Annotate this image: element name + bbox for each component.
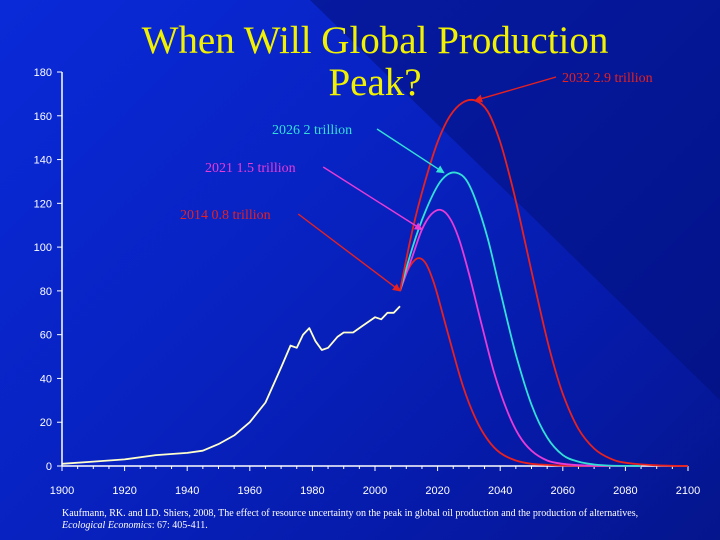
annotation-arrow bbox=[297, 213, 401, 292]
series-line-historical bbox=[61, 305, 401, 465]
citation-journal: Ecological Economics bbox=[62, 520, 152, 531]
x-tick-label: 2080 bbox=[613, 485, 637, 497]
x-tick-label: 2020 bbox=[425, 485, 449, 497]
annotations: 2014 0.8 trillion 2021 1.5 trillion 2026 2… bbox=[180, 71, 653, 292]
x-tick-label: 1940 bbox=[175, 485, 199, 497]
x-tick-label: 1960 bbox=[238, 485, 262, 497]
annotation-label: 2026 2 trillion bbox=[272, 123, 352, 138]
annotation-label: 2032 2.9 trillion bbox=[562, 71, 653, 86]
series-line-peak-2021 bbox=[399, 208, 642, 467]
y-tick-label: 140 bbox=[34, 155, 52, 167]
chart-title: When Will Global Production Peak? bbox=[141, 19, 609, 104]
annotation-arrow bbox=[376, 128, 445, 174]
citation: Kaufmann, RK. and LD. Shiers, 2008, The … bbox=[62, 508, 672, 532]
x-tick-label: 2000 bbox=[363, 485, 387, 497]
y-tick-label: 180 bbox=[34, 67, 52, 79]
series-line-peak-2032 bbox=[399, 98, 689, 467]
x-tick-label: 2060 bbox=[551, 485, 575, 497]
annotation-arrow bbox=[474, 76, 557, 103]
series-lines bbox=[61, 98, 689, 467]
citation-text: Kaufmann, RK. and LD. Shiers, 2008, The … bbox=[62, 508, 639, 519]
y-tick-label: 0 bbox=[46, 461, 52, 473]
citation-pages: : 67: 405-411. bbox=[151, 520, 208, 531]
y-tick-label: 120 bbox=[34, 198, 52, 210]
y-tick-label: 20 bbox=[40, 417, 52, 429]
y-tick-label: 40 bbox=[40, 373, 52, 385]
y-tick-label: 80 bbox=[40, 286, 52, 298]
annotation-label: 2014 0.8 trillion bbox=[180, 208, 271, 223]
x-tick-label: 1900 bbox=[50, 485, 74, 497]
x-tick-label: 2100 bbox=[676, 485, 700, 497]
annotation-arrow bbox=[322, 166, 423, 231]
x-tick-label: 1920 bbox=[112, 485, 136, 497]
series-line-peak-2026 bbox=[399, 171, 642, 467]
x-tick-label: 2040 bbox=[488, 485, 512, 497]
y-tick-label: 100 bbox=[34, 242, 52, 254]
y-tick-label: 160 bbox=[34, 111, 52, 123]
x-tick-label: 1980 bbox=[300, 485, 324, 497]
annotation-label: 2021 1.5 trillion bbox=[205, 161, 296, 176]
series-line-peak-2014 bbox=[399, 257, 626, 467]
y-tick-label: 60 bbox=[40, 330, 52, 342]
